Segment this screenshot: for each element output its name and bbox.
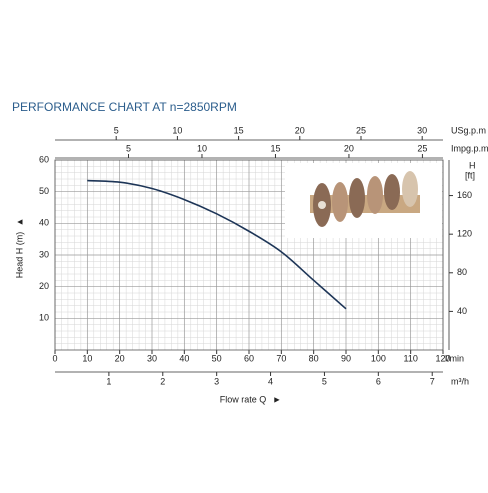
axis-tick-label: 40 (457, 306, 467, 316)
x-tick-label: 0 (52, 353, 57, 363)
axis-tick-label: 15 (234, 125, 244, 135)
x-tick-label: 110 (403, 353, 417, 363)
x-tick-label: 50 (212, 353, 222, 363)
y-tick-label: 50 (39, 186, 49, 196)
axis-tick-label: 10 (172, 125, 182, 135)
axis-unit-label: Impg.p.m (451, 143, 488, 153)
curve (87, 179, 347, 310)
plot-frame (54, 159, 444, 351)
axis-tick-label: 1 (106, 376, 111, 386)
axis-tick-label: 80 (457, 267, 467, 277)
axis-tick-label: 30 (417, 125, 427, 135)
y-axis-label: Head H (m) (14, 232, 24, 279)
x-tick-label: 20 (115, 353, 125, 363)
y-tick-label: 40 (39, 218, 49, 228)
grid (54, 159, 444, 350)
x-tick-label: 60 (244, 353, 254, 363)
axis-tick-label: 2 (160, 376, 165, 386)
axis-arrow: ► (273, 394, 282, 404)
y-tick-label: 30 (39, 249, 49, 259)
axis-tick-label: 7 (430, 376, 435, 386)
x-tick-label: 40 (179, 353, 189, 363)
axis-unit-label: [ft] (465, 170, 475, 180)
x-axis-label: Flow rate Q (220, 394, 267, 404)
axis-tick-label: 120 (457, 229, 472, 239)
axis-tick-label: 15 (270, 143, 280, 153)
axis-tick-label: 10 (197, 143, 207, 153)
y-tick-label: 60 (39, 154, 49, 164)
axis-unit-label: USg.p.m (451, 125, 486, 135)
axis-unit-label: m³/h (451, 376, 469, 386)
x-tick-label: 100 (371, 353, 386, 363)
pump-photo (285, 163, 442, 238)
axis-arrow: ▲ (14, 218, 24, 227)
axis-tick-label: 5 (114, 125, 119, 135)
x-tick-label: 70 (276, 353, 286, 363)
chart-title: PERFORMANCE CHART AT n=2850RPM (12, 100, 237, 114)
x-unit-label: l/min (445, 353, 464, 363)
axis-tick-label: 25 (356, 125, 366, 135)
y-tick-label: 10 (39, 313, 49, 323)
y-tick-label: 20 (39, 281, 49, 291)
axis-tick-label: 160 (457, 190, 472, 200)
x-tick-label: 120 (435, 353, 450, 363)
axis-tick-label: 6 (376, 376, 381, 386)
axis-tick-label: 3 (214, 376, 219, 386)
axis-tick-label: 25 (417, 143, 427, 153)
x-tick-label: 80 (309, 353, 319, 363)
x-tick-label: 90 (341, 353, 351, 363)
x-tick-label: 10 (82, 353, 92, 363)
axis-tick-label: 20 (295, 125, 305, 135)
axis-tick-label: 20 (344, 143, 354, 153)
axis-tick-label: 5 (126, 143, 131, 153)
x-tick-label: 30 (147, 353, 157, 363)
axis-unit-label: H (469, 160, 476, 170)
axis-tick-label: 5 (322, 376, 327, 386)
axis-tick-label: 4 (268, 376, 273, 386)
